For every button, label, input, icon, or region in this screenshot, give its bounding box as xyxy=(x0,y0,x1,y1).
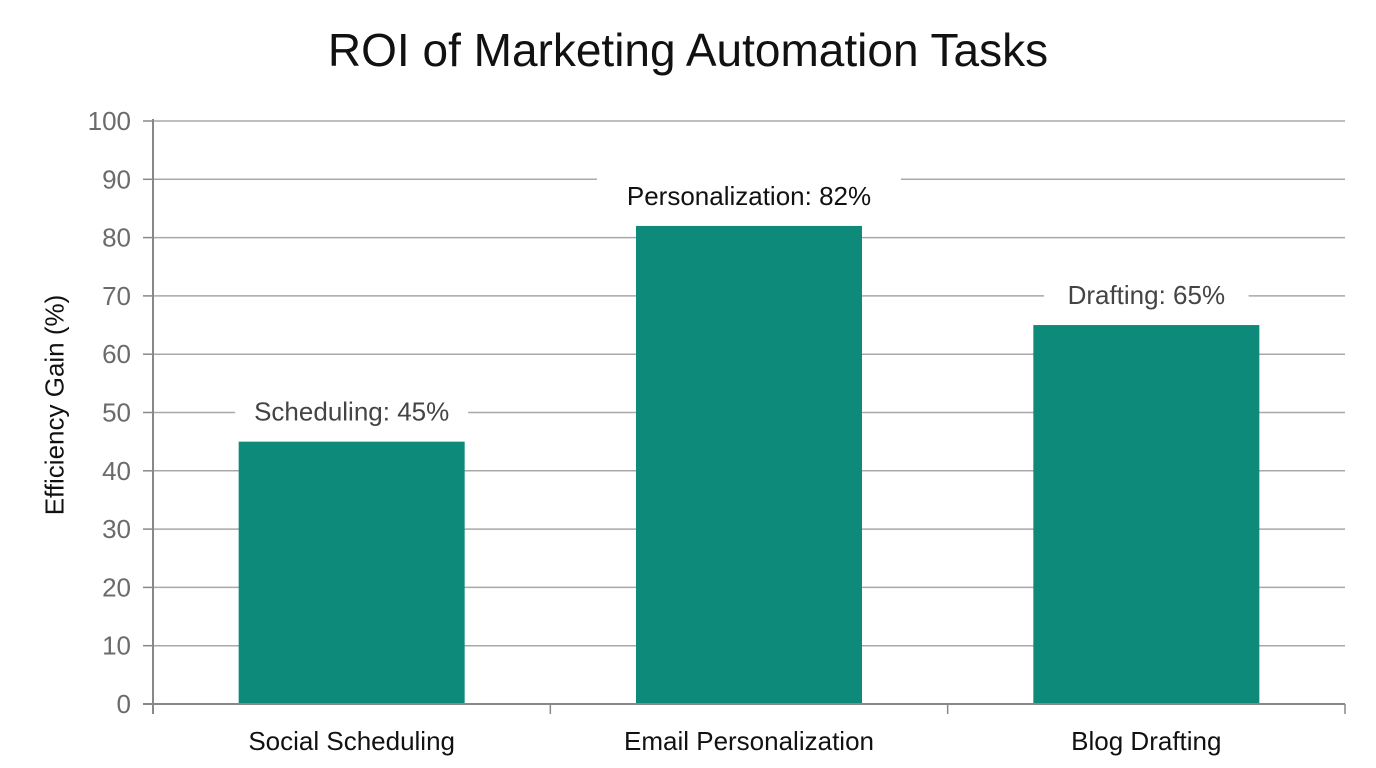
y-tick-label: 100 xyxy=(88,106,131,136)
bar xyxy=(636,225,862,704)
y-tick-label: 20 xyxy=(102,572,131,602)
y-tick-label: 60 xyxy=(102,339,131,369)
bar xyxy=(238,441,465,704)
y-tick-label: 50 xyxy=(102,398,131,428)
y-tick-label: 40 xyxy=(102,456,131,486)
data-label: Personalization: 82% xyxy=(627,181,871,211)
data-label-bg xyxy=(235,393,469,428)
chart-title: ROI of Marketing Automation Tasks xyxy=(327,24,1049,76)
data-label: Scheduling: 45% xyxy=(254,397,449,427)
bar xyxy=(1033,325,1260,704)
y-tick-label: 90 xyxy=(102,164,131,194)
y-tick-label: 70 xyxy=(102,281,131,311)
y-tick-label: 10 xyxy=(102,631,131,661)
y-tick-label: 30 xyxy=(102,514,131,544)
y-tick-label: 0 xyxy=(117,689,131,719)
x-tick-label: Email Personalization xyxy=(624,726,874,756)
y-tick-label: 80 xyxy=(102,223,131,253)
data-label-bg xyxy=(597,177,901,212)
data-label-bg xyxy=(1044,277,1249,312)
x-tick-label: Social Scheduling xyxy=(248,726,455,756)
x-tick-label: Blog Drafting xyxy=(1071,726,1221,756)
data-label: Drafting: 65% xyxy=(1068,280,1226,310)
